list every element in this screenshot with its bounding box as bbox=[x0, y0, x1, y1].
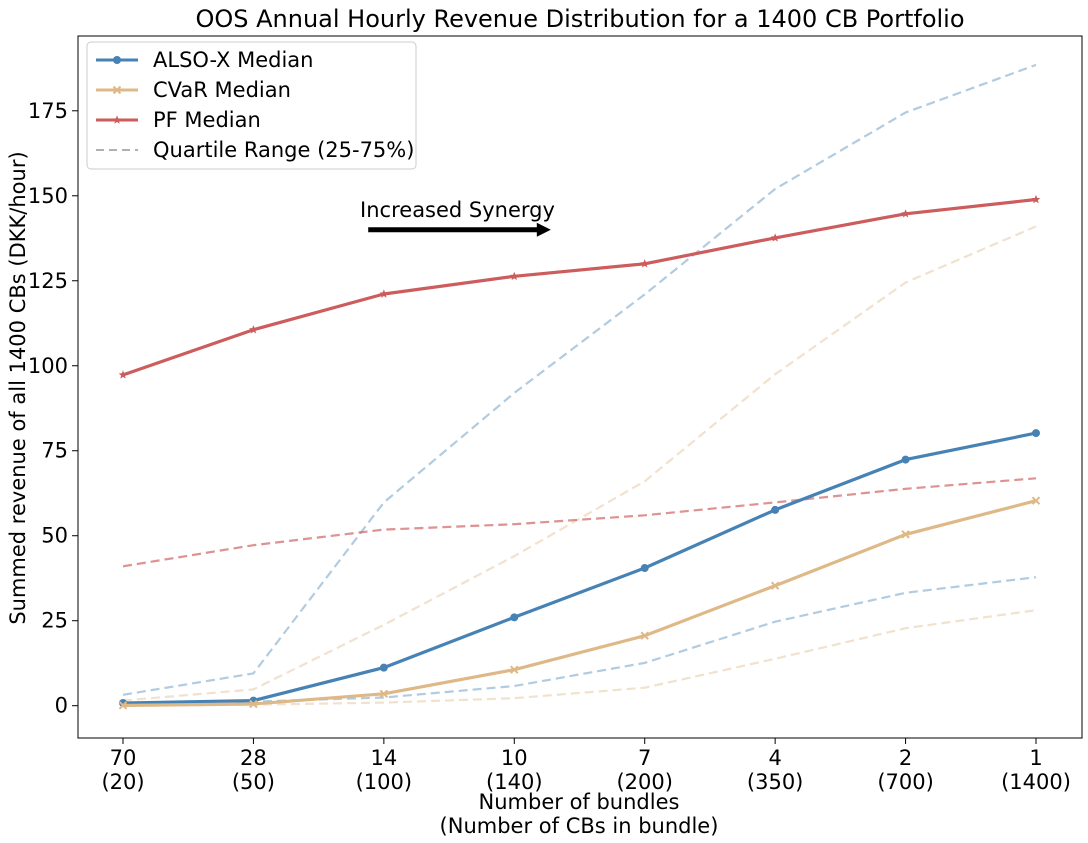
point-cvar-median-7 bbox=[1031, 496, 1041, 505]
x-tick-sublabel-2: (100) bbox=[356, 770, 412, 794]
x-tick-sublabel-5: (350) bbox=[747, 770, 803, 794]
x-tick-sublabel-3: (140) bbox=[486, 770, 542, 794]
x-axis-label-line1: Number of bundles bbox=[479, 790, 680, 814]
point-pf-median-0 bbox=[118, 370, 128, 379]
x-tick-label-2: 14 bbox=[370, 746, 397, 770]
point-cvar-median-1 bbox=[249, 699, 258, 709]
legend-item-quartile: Quartile Range (25-75%) bbox=[96, 138, 414, 162]
median-lines bbox=[118, 194, 1041, 710]
legend-label-also-x: ALSO-X Median bbox=[153, 48, 313, 72]
x-tick-label-5: 4 bbox=[768, 746, 781, 770]
series-line-pf-median bbox=[122, 197, 1037, 377]
legend-label-quartile: Quartile Range (25-75%) bbox=[153, 138, 414, 162]
y-tick-label-6: 150 bbox=[28, 184, 68, 208]
point-also-x-median-6 bbox=[901, 455, 910, 464]
series-line-also-x-median bbox=[122, 431, 1037, 705]
y-tick-label-5: 125 bbox=[28, 269, 68, 293]
x-tick-label-1: 28 bbox=[240, 746, 267, 770]
point-pf-median-1 bbox=[249, 325, 258, 334]
synergy-annotation: Increased Synergy bbox=[360, 198, 555, 237]
legend-label-cvar: CVaR Median bbox=[153, 78, 291, 102]
synergy-arrow-head bbox=[536, 222, 551, 237]
point-cvar-median-6 bbox=[901, 530, 910, 539]
y-tick-label-3: 75 bbox=[41, 439, 68, 463]
point-pf-median-7 bbox=[1031, 194, 1041, 204]
x-tick-sublabel-4: (200) bbox=[616, 770, 672, 794]
point-cvar-median-4 bbox=[640, 631, 649, 640]
axes: 025507510012515017570(20)28(50)14(100)10… bbox=[28, 35, 1083, 794]
x-tick-sublabel-0: (20) bbox=[101, 770, 144, 794]
point-pf-median-3 bbox=[509, 271, 519, 281]
y-tick-label-7: 175 bbox=[28, 99, 68, 123]
point-pf-median-6 bbox=[901, 209, 910, 218]
quartile-lower-line-0 bbox=[122, 576, 1037, 705]
point-pf-median-5 bbox=[770, 233, 780, 242]
x-tick-label-6: 2 bbox=[899, 746, 912, 770]
point-also-x-median-3 bbox=[510, 613, 519, 622]
chart-title: OOS Annual Hourly Revenue Distribution f… bbox=[195, 5, 964, 33]
annotation-text: Increased Synergy bbox=[360, 198, 555, 222]
plot-frame bbox=[77, 35, 1083, 739]
x-tick-label-0: 70 bbox=[110, 746, 137, 770]
legend: ALSO-X Median CVaR Median PF Median Quar… bbox=[86, 41, 417, 170]
quartile-lower-line-1 bbox=[122, 609, 1037, 707]
quartile-upper-line-2 bbox=[122, 477, 1037, 568]
quartile-lower-line-2 bbox=[122, 477, 1037, 568]
x-tick-sublabel-6: (700) bbox=[877, 770, 933, 794]
point-also-x-median-7 bbox=[1032, 429, 1040, 438]
point-cvar-median-2 bbox=[379, 689, 389, 699]
y-tick-label-1: 25 bbox=[41, 609, 68, 633]
legend-label-pf: PF Median bbox=[153, 108, 261, 132]
y-tick-label-0: 0 bbox=[55, 694, 68, 718]
x-tick-sublabel-1: (50) bbox=[232, 770, 275, 794]
legend-box bbox=[86, 41, 417, 170]
legend-item-cvar: CVaR Median bbox=[96, 78, 291, 102]
point-also-x-median-5 bbox=[771, 505, 780, 514]
x-tick-label-3: 10 bbox=[501, 746, 528, 770]
legend-item-pf: PF Median bbox=[96, 108, 261, 132]
point-also-x-median-2 bbox=[379, 663, 388, 672]
y-tick-label-2: 50 bbox=[41, 524, 68, 548]
x-tick-label-4: 7 bbox=[638, 746, 651, 770]
point-pf-median-2 bbox=[379, 289, 389, 298]
point-also-x-median-4 bbox=[640, 564, 649, 573]
quartile-upper-line-1 bbox=[122, 225, 1037, 702]
quartile-upper-line-0 bbox=[122, 63, 1037, 696]
quartile-lines bbox=[122, 63, 1037, 707]
point-cvar-median-3 bbox=[510, 665, 519, 674]
y-tick-label-4: 100 bbox=[28, 354, 68, 378]
point-cvar-median-0 bbox=[118, 701, 128, 710]
y-axis-label: Summed revenue of all 1400 CBs (DKK/hour… bbox=[6, 151, 30, 624]
legend-item-also-x: ALSO-X Median bbox=[96, 48, 313, 72]
x-axis-label-line2: (Number of CBs in bundle) bbox=[440, 814, 719, 838]
series-line-cvar-median bbox=[122, 499, 1037, 707]
x-tick-sublabel-7: (1400) bbox=[1001, 770, 1071, 794]
point-pf-median-4 bbox=[640, 259, 650, 268]
x-tick-label-7: 1 bbox=[1029, 746, 1042, 770]
point-cvar-median-5 bbox=[770, 581, 780, 590]
